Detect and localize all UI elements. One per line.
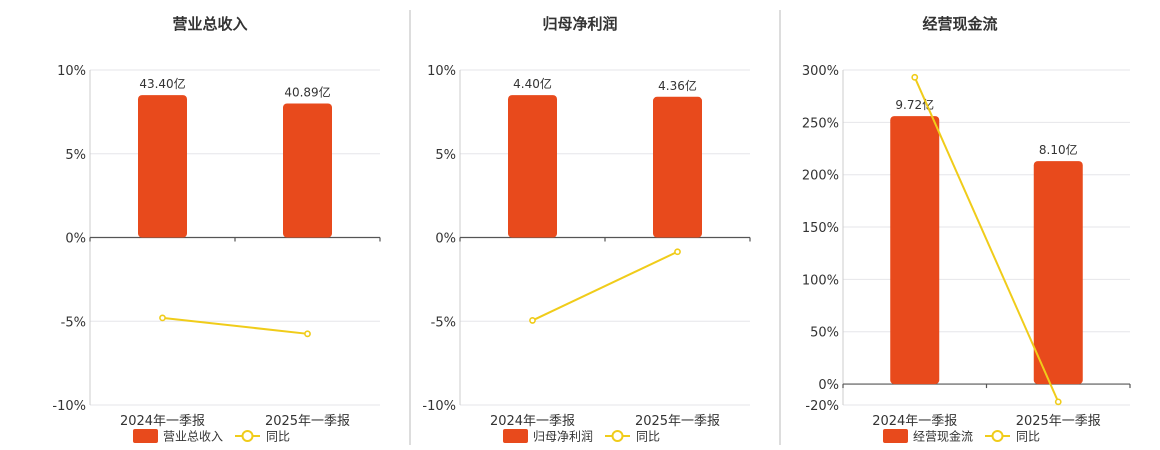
bar-data-label: 4.36亿 xyxy=(658,78,697,93)
bar xyxy=(508,95,557,238)
legend-label-line: 同比 xyxy=(266,430,290,444)
y-tick-label: 0% xyxy=(818,378,839,393)
bar xyxy=(653,96,702,238)
bar xyxy=(890,116,940,385)
y-tick-label: 50% xyxy=(810,326,839,341)
legend-swatch-bar xyxy=(503,429,528,443)
yoy-point xyxy=(911,73,919,81)
y-tick-label: 5% xyxy=(65,148,86,163)
legend-label-bar: 经营现金流 xyxy=(913,429,973,444)
chart-title: 经营现金流 xyxy=(922,15,997,33)
bar-data-label: 43.40亿 xyxy=(139,76,185,91)
bar xyxy=(283,103,332,238)
legend-label-bar: 归母净利润 xyxy=(533,430,593,444)
y-tick-label: 10% xyxy=(57,64,86,79)
y-tick-label: 0% xyxy=(65,232,86,247)
chart-title: 归母净利润 xyxy=(542,15,617,33)
yoy-point xyxy=(674,248,681,256)
y-tick-label: -10% xyxy=(52,399,86,414)
x-tick-label: 2025年一季报 xyxy=(1016,414,1101,429)
x-tick-label: 2024年一季报 xyxy=(872,414,957,429)
y-tick-label: 10% xyxy=(427,64,456,79)
y-tick-label: 300% xyxy=(802,64,839,79)
y-tick-label: 200% xyxy=(802,169,839,184)
yoy-line xyxy=(913,76,1060,403)
x-tick-label: 2024年一季报 xyxy=(120,414,205,429)
yoy-point xyxy=(529,317,536,324)
x-tick-label: 2025年一季报 xyxy=(265,414,350,429)
y-tick-label: 100% xyxy=(802,273,839,288)
x-tick-label: 2024年一季报 xyxy=(490,414,575,429)
legend-label-line: 同比 xyxy=(636,430,660,444)
chart-title: 营业总收入 xyxy=(172,15,247,33)
bar-data-label: 8.10亿 xyxy=(1039,142,1078,157)
y-tick-label: 150% xyxy=(802,221,839,236)
y-tick-label: -5% xyxy=(61,315,86,330)
yoy-point xyxy=(159,314,166,322)
yoy-point xyxy=(304,330,311,338)
legend-swatch-marker xyxy=(241,430,254,442)
legend-label-bar: 营业总收入 xyxy=(163,430,223,444)
y-tick-label: 0% xyxy=(435,232,456,247)
bar xyxy=(1033,161,1083,385)
legend-swatch-bar xyxy=(883,429,908,443)
y-tick-label: 250% xyxy=(802,116,839,131)
y-tick-label: 5% xyxy=(435,148,456,163)
yoy-line xyxy=(162,316,308,335)
y-tick-label: -10% xyxy=(422,399,456,414)
yoy-point xyxy=(1054,398,1062,406)
yoy-line xyxy=(532,250,678,322)
y-tick-label: -5% xyxy=(431,315,456,330)
bar-data-label: 4.40亿 xyxy=(513,76,552,91)
legend-swatch-marker xyxy=(991,430,1004,442)
x-tick-label: 2025年一季报 xyxy=(635,414,720,429)
bar xyxy=(138,95,187,238)
legend-label-line: 同比 xyxy=(1016,430,1040,444)
bar-data-label: 40.89亿 xyxy=(284,85,330,100)
legend-swatch-marker xyxy=(611,430,624,442)
y-tick-label: -20% xyxy=(805,399,839,414)
legend-swatch-bar xyxy=(133,429,158,443)
